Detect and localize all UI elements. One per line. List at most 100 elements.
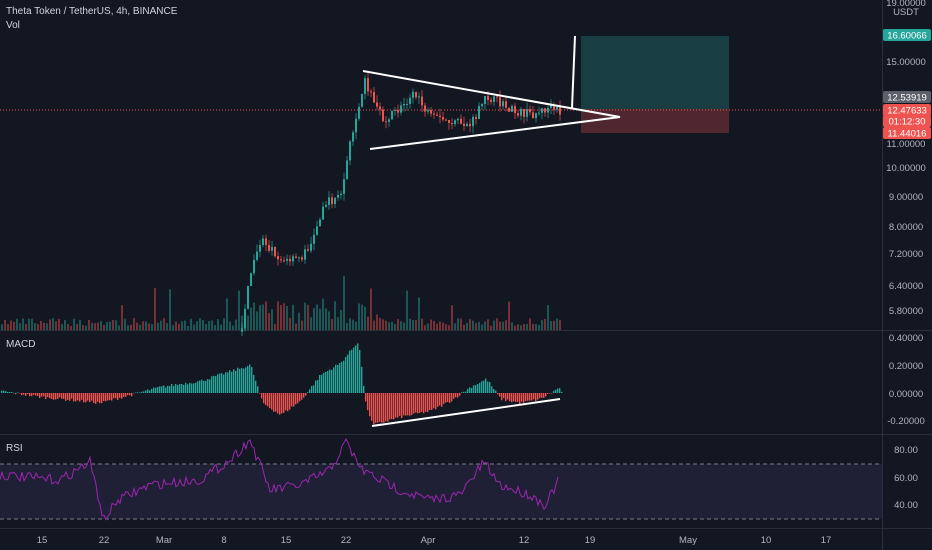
candle-body	[469, 123, 471, 127]
macd-bar	[517, 393, 519, 402]
macd-bar	[467, 388, 469, 393]
macd-bar	[375, 393, 377, 423]
macd-bar	[279, 393, 281, 415]
candle-body	[295, 256, 297, 258]
price-tag-label: 01:12:30	[889, 117, 926, 128]
macd-bar	[303, 393, 305, 398]
candle-body	[553, 105, 555, 110]
macd-bar	[157, 387, 159, 393]
candle-body	[367, 78, 369, 92]
symbol-title[interactable]: Theta Token / TetherUS, 4h, BINANCE	[6, 6, 178, 17]
candle-body	[304, 249, 306, 260]
macd-bar	[559, 388, 561, 393]
macd-bar	[343, 360, 345, 393]
macd-bar	[561, 391, 563, 393]
macd-bar	[305, 393, 307, 396]
volume-bar	[220, 324, 222, 330]
macd-bar	[539, 393, 541, 399]
candle-body	[256, 251, 258, 260]
volume-bar	[85, 325, 87, 330]
volume-bar	[529, 318, 531, 330]
price-tag	[883, 104, 931, 116]
triangle-drawing[interactable]	[362, 70, 621, 150]
macd-bar	[459, 393, 461, 396]
loss-zone[interactable]	[581, 109, 729, 133]
volume-bar	[118, 325, 120, 330]
macd-bar	[547, 393, 549, 394]
volume-label[interactable]: Vol	[6, 20, 20, 31]
candle-body	[244, 308, 246, 329]
macd-bar	[473, 385, 475, 393]
macd-bar	[399, 393, 401, 416]
candle-body	[319, 219, 321, 227]
candle-body	[325, 204, 327, 207]
macd-bar	[353, 347, 355, 393]
macd-bar	[49, 393, 51, 399]
volume-bar	[415, 319, 417, 330]
macd-bar	[153, 387, 155, 393]
macd-bar	[173, 386, 175, 393]
candle-body	[250, 273, 252, 286]
volume-bar	[406, 290, 408, 330]
macd-bar	[287, 393, 289, 412]
volume-bar	[313, 308, 315, 330]
candle-body	[382, 109, 384, 122]
candle-body	[496, 96, 498, 98]
time-tick-label: Apr	[421, 535, 436, 546]
candle-body	[523, 108, 525, 117]
macd-bar	[207, 379, 209, 393]
macd-bar	[211, 376, 213, 393]
macd-bar	[233, 369, 235, 393]
macd-bar	[311, 385, 313, 393]
macd-bar	[447, 393, 449, 402]
macd-bar	[423, 393, 425, 414]
volume-bar	[304, 302, 306, 330]
macd-bar	[407, 393, 409, 416]
volume-bar	[361, 304, 363, 330]
candle-body	[442, 116, 444, 120]
volume-bar	[232, 325, 234, 330]
volume-bar	[283, 303, 285, 330]
volume-bar	[301, 320, 303, 330]
volume-bar	[559, 320, 561, 330]
macd-bar	[273, 393, 275, 412]
macd-bar	[131, 393, 133, 397]
volume-bar	[22, 318, 24, 330]
macd-bar	[241, 367, 243, 393]
macd-bar	[521, 393, 523, 402]
macd-label[interactable]: MACD	[6, 339, 36, 350]
volume-bar	[127, 325, 129, 330]
volume-bar	[328, 311, 330, 330]
macd-bar	[277, 393, 279, 414]
volume-bar	[4, 319, 6, 330]
volume-bar	[325, 308, 327, 330]
macd-bar	[219, 373, 221, 393]
price-tag-label: 16.60066	[887, 31, 927, 42]
macd-bar	[105, 393, 107, 402]
rsi-label[interactable]: RSI	[6, 443, 23, 454]
macd-bar	[327, 370, 329, 393]
profit-zone[interactable]	[581, 36, 729, 109]
volume-bar	[82, 325, 84, 330]
breakout-arrow[interactable]	[571, 35, 576, 109]
macd-bar	[377, 393, 379, 423]
macd-bar	[479, 382, 481, 393]
volume-bar	[262, 304, 264, 330]
macd-bar	[213, 375, 215, 393]
candle-body	[409, 97, 411, 104]
rsi-tick-label: 80.00	[894, 445, 918, 456]
volume-bar	[124, 318, 126, 330]
volume-bar	[550, 321, 552, 330]
macd-bar	[371, 393, 373, 421]
volume-bar	[322, 298, 324, 330]
macd-bar	[65, 393, 67, 401]
macd-trendline[interactable]	[371, 398, 561, 427]
volume-bar	[250, 307, 252, 330]
candle-body	[379, 106, 381, 110]
macd-bar	[283, 393, 285, 413]
candle-body	[340, 193, 342, 195]
macd-histogram	[1, 343, 563, 425]
price-tick-label: 7.20000	[889, 249, 923, 260]
volume-bar	[523, 324, 525, 330]
